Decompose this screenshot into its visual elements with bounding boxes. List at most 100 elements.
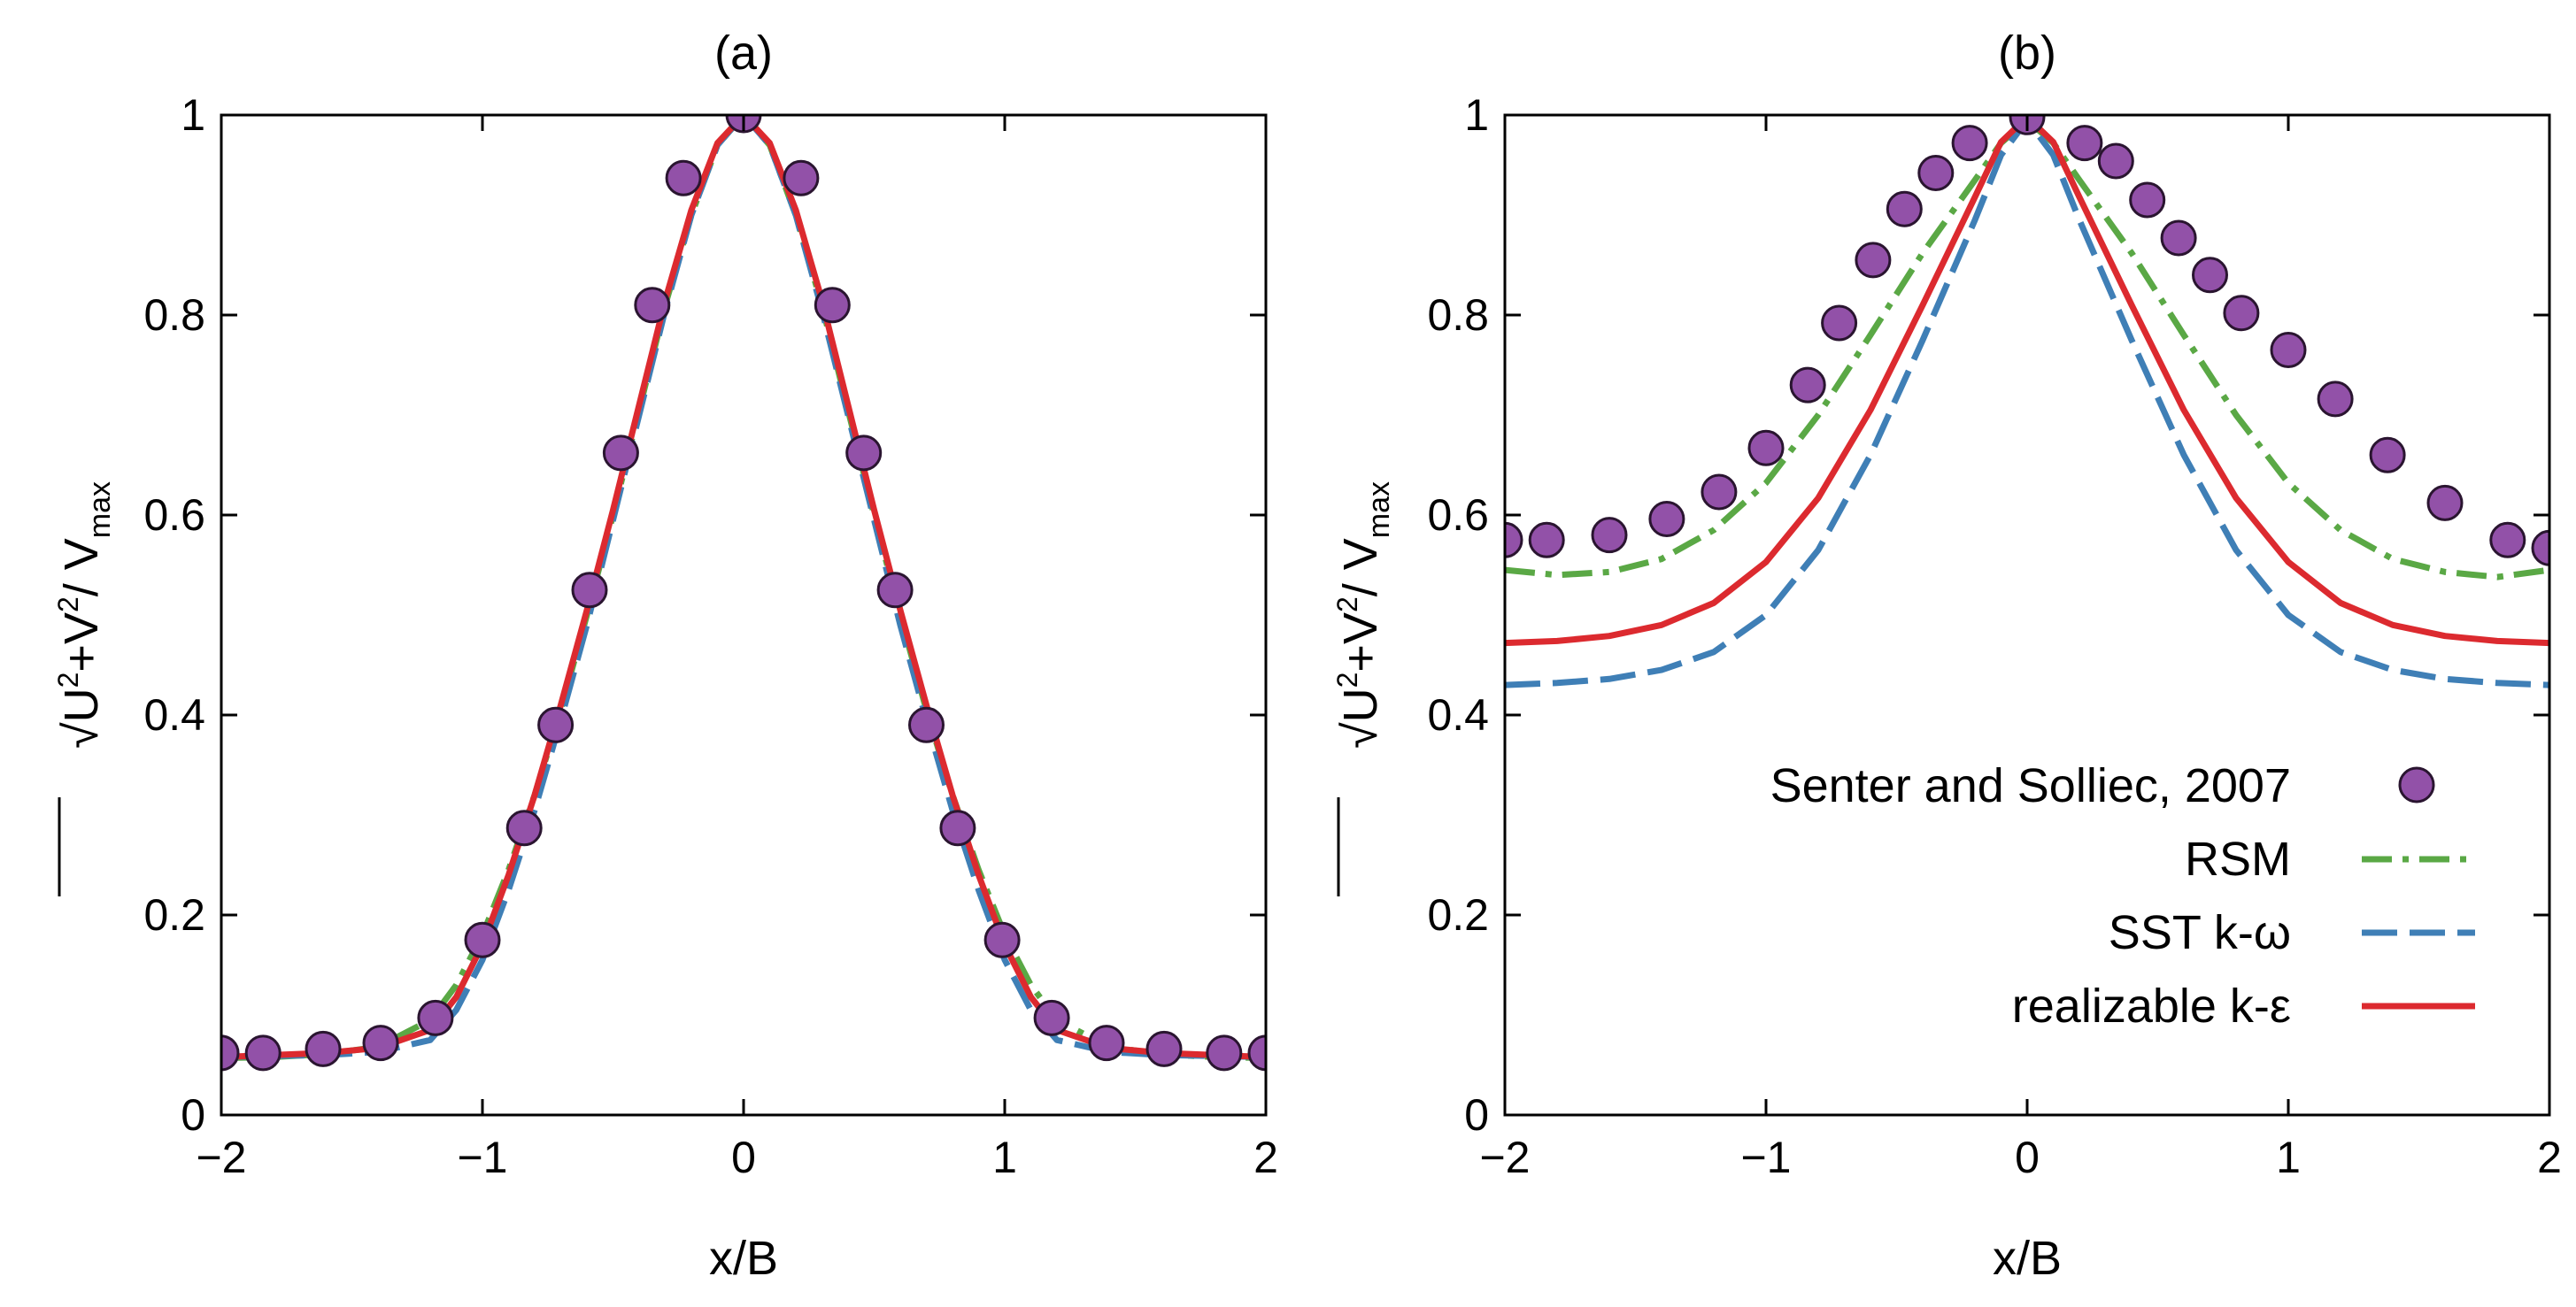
panel-b-y-tick-label: 0.8 [1427,290,1489,340]
panel-b-data-point [2097,142,2134,180]
panel-a-data-point [505,810,543,847]
panel-a-data-point [464,921,501,958]
panel-a-y-tick-label: 0.2 [143,890,205,940]
panel-b-data-point [2192,257,2228,294]
panel-b-data-point [2369,436,2406,473]
panel-b-data-point [1505,521,1523,558]
panel-b: −2 −1 0 1 200.20.40.60.81 (b) x/B √U2+V2/ Vm… [1331,27,2562,1285]
panel-b-ylabel-v-sq: 2 [1331,596,1363,612]
panel-b-y-tick-label: 0.6 [1427,490,1489,540]
panel-a-data-point [221,1034,240,1072]
panel-b-data-marks [1505,115,2549,688]
panel-a-data-point [908,706,945,743]
panel-a-data-point [939,810,976,847]
panel-a-ylabel-v-sq: 2 [52,596,84,612]
panel-a-title: (a) [714,27,773,80]
panel-a-ylabel-plus-v: +V [55,612,108,673]
panel-a-ticks: −2 −1 0 1 2 0 0.2 0.4 0.6 0.8 1 [143,90,1277,1182]
panel-a-data-point [634,287,671,324]
panel-a-x-tick-label: −1 [457,1133,507,1182]
panel-a-ylabel-sub: max [83,481,117,538]
panel-a-data-point [244,1034,282,1072]
panel-a-x-tick-label: 0 [731,1133,756,1182]
panel-b-data-point [2270,332,2307,368]
panel-b-data-point [2426,484,2464,521]
panel-b-data-point [2129,181,2166,219]
panel-a-ylabel-u-sq: 2 [52,673,84,688]
panel-a-x-tick-label: 1 [992,1133,1017,1182]
panel-a-y-tick-label: 0 [181,1090,205,1140]
panel-a-data-point [845,434,883,472]
panel-b-xlabel: x/B [1993,1232,2062,1285]
panel-b-data-point [1648,501,1685,537]
panel-b-data-point [2531,529,2549,566]
panel-b-y-tick-label: 1 [1464,90,1489,140]
panel-b-series-sst-k-line [1505,117,2549,688]
panel-b-data-point [1528,521,1565,558]
panel-a-axes-frame [220,113,1268,1117]
panel-a-data-point [537,706,575,743]
panel-a-y-tick-label: 0.8 [143,290,205,340]
panel-b-ylabel-radical: √ [1334,722,1387,749]
panel-b-data-point [2317,381,2354,418]
panel-b-data-point [1821,304,1858,342]
legend-label-senter: Senter and Solliec, 2007 [1770,759,2291,812]
legend-label-rsm: RSM [2185,833,2291,886]
panel-b-data-point [1789,366,1826,404]
panel-a-data-point [305,1030,342,1067]
panel-a-data-point [417,999,454,1036]
panel-b-x-tick-label: −1 [1740,1133,1791,1182]
panel-a-data-point [665,159,702,196]
panel-b-data-point [2489,521,2526,558]
panel-b-data-point [1591,517,1628,554]
panel-b-data-point [1886,190,1923,227]
panel-a-data-point [1206,1034,1243,1072]
panel-b-x-tick-label: 0 [2015,1133,2040,1182]
panel-b-ylabel-slash-v: / V [1334,538,1387,596]
panel-a-data-point [814,287,851,324]
panel-b-y-tick-label: 0 [1464,1090,1489,1140]
panel-b-data-point [2160,219,2197,257]
panel-a-data-point [602,434,639,472]
panel-a: −2 −1 0 1 200.20.40.60.81 (a) x/B √U2+V2/ Vm… [52,27,1278,1285]
panel-a-y-tick-label: 0.4 [143,690,205,740]
panel-a-ylabel-radical: √ [55,722,108,749]
panel-a-ylabel-text: √U2+V2/ Vmax [52,481,117,749]
panel-b-title: (b) [1998,27,2056,80]
panel-a-data-point [1088,1025,1125,1062]
panel-b-axes-frame [1503,113,2551,1117]
panel-a-ylabel-u: U [55,688,108,722]
panel-b-ylabel-plus-v: +V [1334,612,1387,673]
panel-a-data-point [783,159,820,196]
panel-b-y-tick-label: 0.4 [1427,690,1489,740]
panel-a-x-tick-label: 2 [1253,1133,1278,1182]
panel-a-ylabel: √U2+V2/ Vmax [52,481,117,896]
panel-a-y-tick-label: 1 [181,90,205,140]
panel-b-ylabel-text: √U2+V2/ Vmax [1331,481,1396,749]
panel-a-data-point [983,921,1021,958]
panel-a-data-point [362,1025,399,1062]
panel-a-data-point [876,572,914,609]
panel-b-data-point [1855,242,1892,279]
panel-b-y-tick-label: 0.2 [1427,890,1489,940]
panel-b-ylabel-u-sq: 2 [1331,673,1363,688]
panel-b-data-point [1951,125,1988,162]
legend-label-realizable: realizable k-ε [2012,980,2291,1033]
panel-b-data-point [1917,155,1955,191]
panel-b-x-tick-label: 1 [2276,1133,2301,1182]
panel-a-data-marks [221,115,1266,1072]
panel-a-data-point [571,572,608,609]
panel-b-x-tick-label: 2 [2537,1133,2562,1182]
panel-a-series-rsm-line [221,115,1266,1062]
panel-b-ylabel: √U2+V2/ Vmax [1331,481,1396,896]
legend-marker-senter [2398,766,2435,803]
panel-a-data-point [1145,1030,1183,1067]
panel-b-data-point [2066,125,2103,162]
panel-b-ylabel-sub: max [1362,481,1396,538]
panel-a-xlabel: x/B [709,1232,778,1285]
legend-label-sst: SST k-ω [2109,906,2291,959]
panel-b-data-point [2223,295,2260,332]
panel-a-y-tick-label: 0.6 [143,490,205,540]
panel-b-ylabel-u: U [1334,688,1387,722]
